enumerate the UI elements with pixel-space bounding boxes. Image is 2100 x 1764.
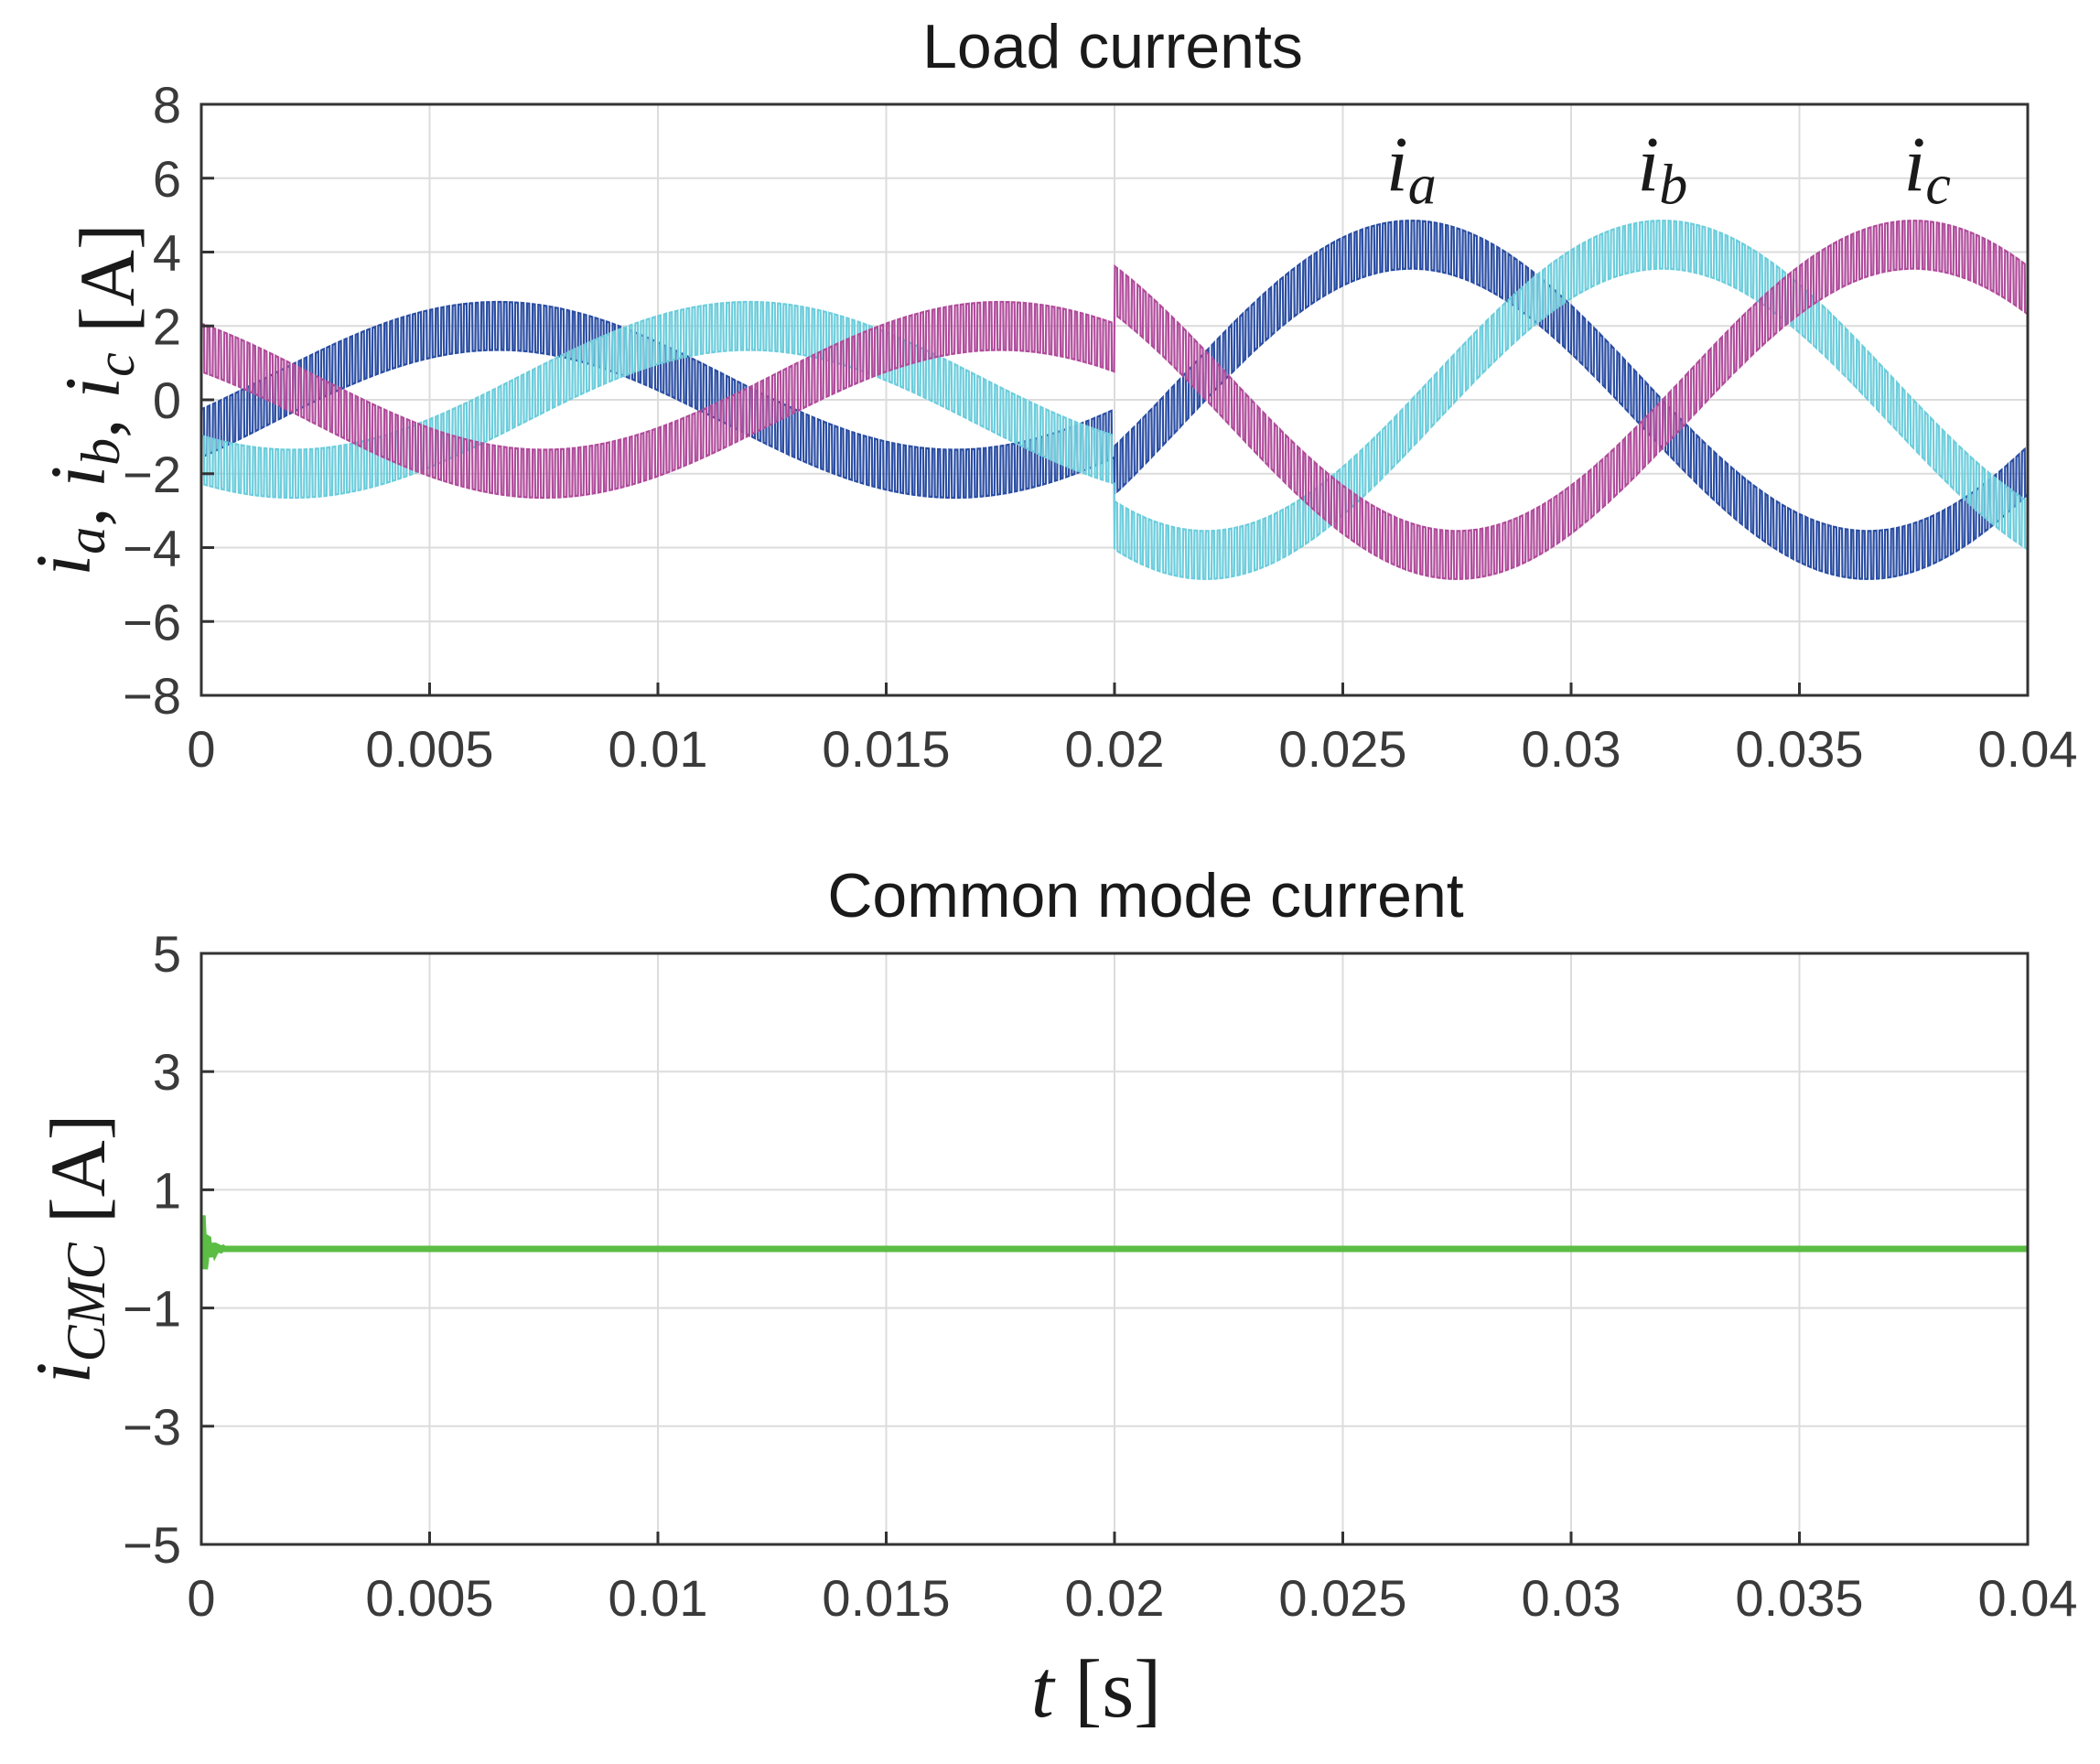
x-tick-label: 0.01 xyxy=(608,720,708,778)
x-tick-label: 0.025 xyxy=(1278,1569,1406,1627)
y-tick-labels: 5 3 1 −1 −3 −5 xyxy=(123,925,214,1574)
load-currents-chart: Load currents 0 0.005 0.01 0.015 0.02 0.025 0.… xyxy=(19,12,2078,778)
x-tick-label: 0.015 xyxy=(822,720,950,778)
x-tick-label: 0.02 xyxy=(1065,1569,1165,1627)
y-tick-label: −8 xyxy=(123,667,181,725)
y-tick-label: 4 xyxy=(153,224,181,282)
y-tick-label: −5 xyxy=(123,1516,181,1574)
x-tick-label: 0.04 xyxy=(1978,720,2078,778)
common-mode-current-chart: Common mode current 0 0.005 0.01 0.015 0.02 0… xyxy=(19,861,2078,1735)
x-tick-label: 0 xyxy=(187,1569,215,1627)
y-tick-label: −2 xyxy=(123,446,181,503)
grid-lines xyxy=(200,103,2029,696)
x-tick-label: 0 xyxy=(187,720,215,778)
chart-title: Load currents xyxy=(922,12,1303,81)
x-tick-label: 0.005 xyxy=(365,720,493,778)
x-axis-label: t [s] xyxy=(1031,1644,1161,1735)
x-tick-label: 0.015 xyxy=(822,1569,950,1627)
x-tick-label: 0.035 xyxy=(1735,720,1863,778)
chart-title: Common mode current xyxy=(827,861,1463,930)
series-line-i_b xyxy=(201,219,2028,581)
y-tick-label: 1 xyxy=(153,1161,181,1219)
y-tick-labels: 8 6 4 2 0 −2 −4 −6 −8 xyxy=(123,76,214,725)
series-label-i_c: ic xyxy=(1904,121,1951,217)
x-tick-labels: 0 0.005 0.01 0.015 0.02 0.025 0.03 0.035 0.04 xyxy=(187,683,2078,778)
x-tick-label: 0.04 xyxy=(1978,1569,2078,1627)
y-axis-label-text: iCMC [A] xyxy=(19,1114,122,1384)
x-tick-label: 0.005 xyxy=(365,1569,493,1627)
x-tick-label: 0.025 xyxy=(1278,720,1406,778)
series-layer xyxy=(201,1215,2028,1270)
series-layer xyxy=(201,219,2028,581)
y-tick-label: −1 xyxy=(123,1280,181,1338)
y-tick-label: −6 xyxy=(123,593,181,651)
y-axis-label: ia, ib, ic [A] xyxy=(19,223,151,575)
y-tick-label: −4 xyxy=(123,520,181,577)
x-tick-label: 0.02 xyxy=(1065,720,1165,778)
series-label-i_a: ia xyxy=(1386,121,1437,217)
y-tick-label: 8 xyxy=(153,76,181,134)
y-axis-label-text: ia, ib, ic [A] xyxy=(19,223,151,575)
x-tick-label: 0.03 xyxy=(1522,720,1621,778)
series-label-i_b: ib xyxy=(1637,121,1687,217)
series-labels: ia ib ic xyxy=(1386,121,1951,217)
x-tick-label: 0.03 xyxy=(1522,1569,1621,1627)
x-axis-label-text: t [s] xyxy=(1031,1644,1161,1735)
y-tick-label: 3 xyxy=(153,1043,181,1101)
y-tick-label: 5 xyxy=(153,925,181,983)
y-tick-label: 2 xyxy=(153,297,181,355)
y-tick-label: −3 xyxy=(123,1398,181,1456)
y-axis-label: iCMC [A] xyxy=(19,1114,122,1384)
x-tick-labels: 0 0.005 0.01 0.015 0.02 0.025 0.03 0.035 0.04 xyxy=(187,1532,2078,1627)
y-tick-label: 6 xyxy=(153,150,181,208)
series-line-i_CMC xyxy=(201,1215,2028,1270)
y-tick-label: 0 xyxy=(153,371,181,429)
series-line-i_c xyxy=(201,220,2028,580)
x-tick-label: 0.035 xyxy=(1735,1569,1863,1627)
x-tick-label: 0.01 xyxy=(608,1569,708,1627)
